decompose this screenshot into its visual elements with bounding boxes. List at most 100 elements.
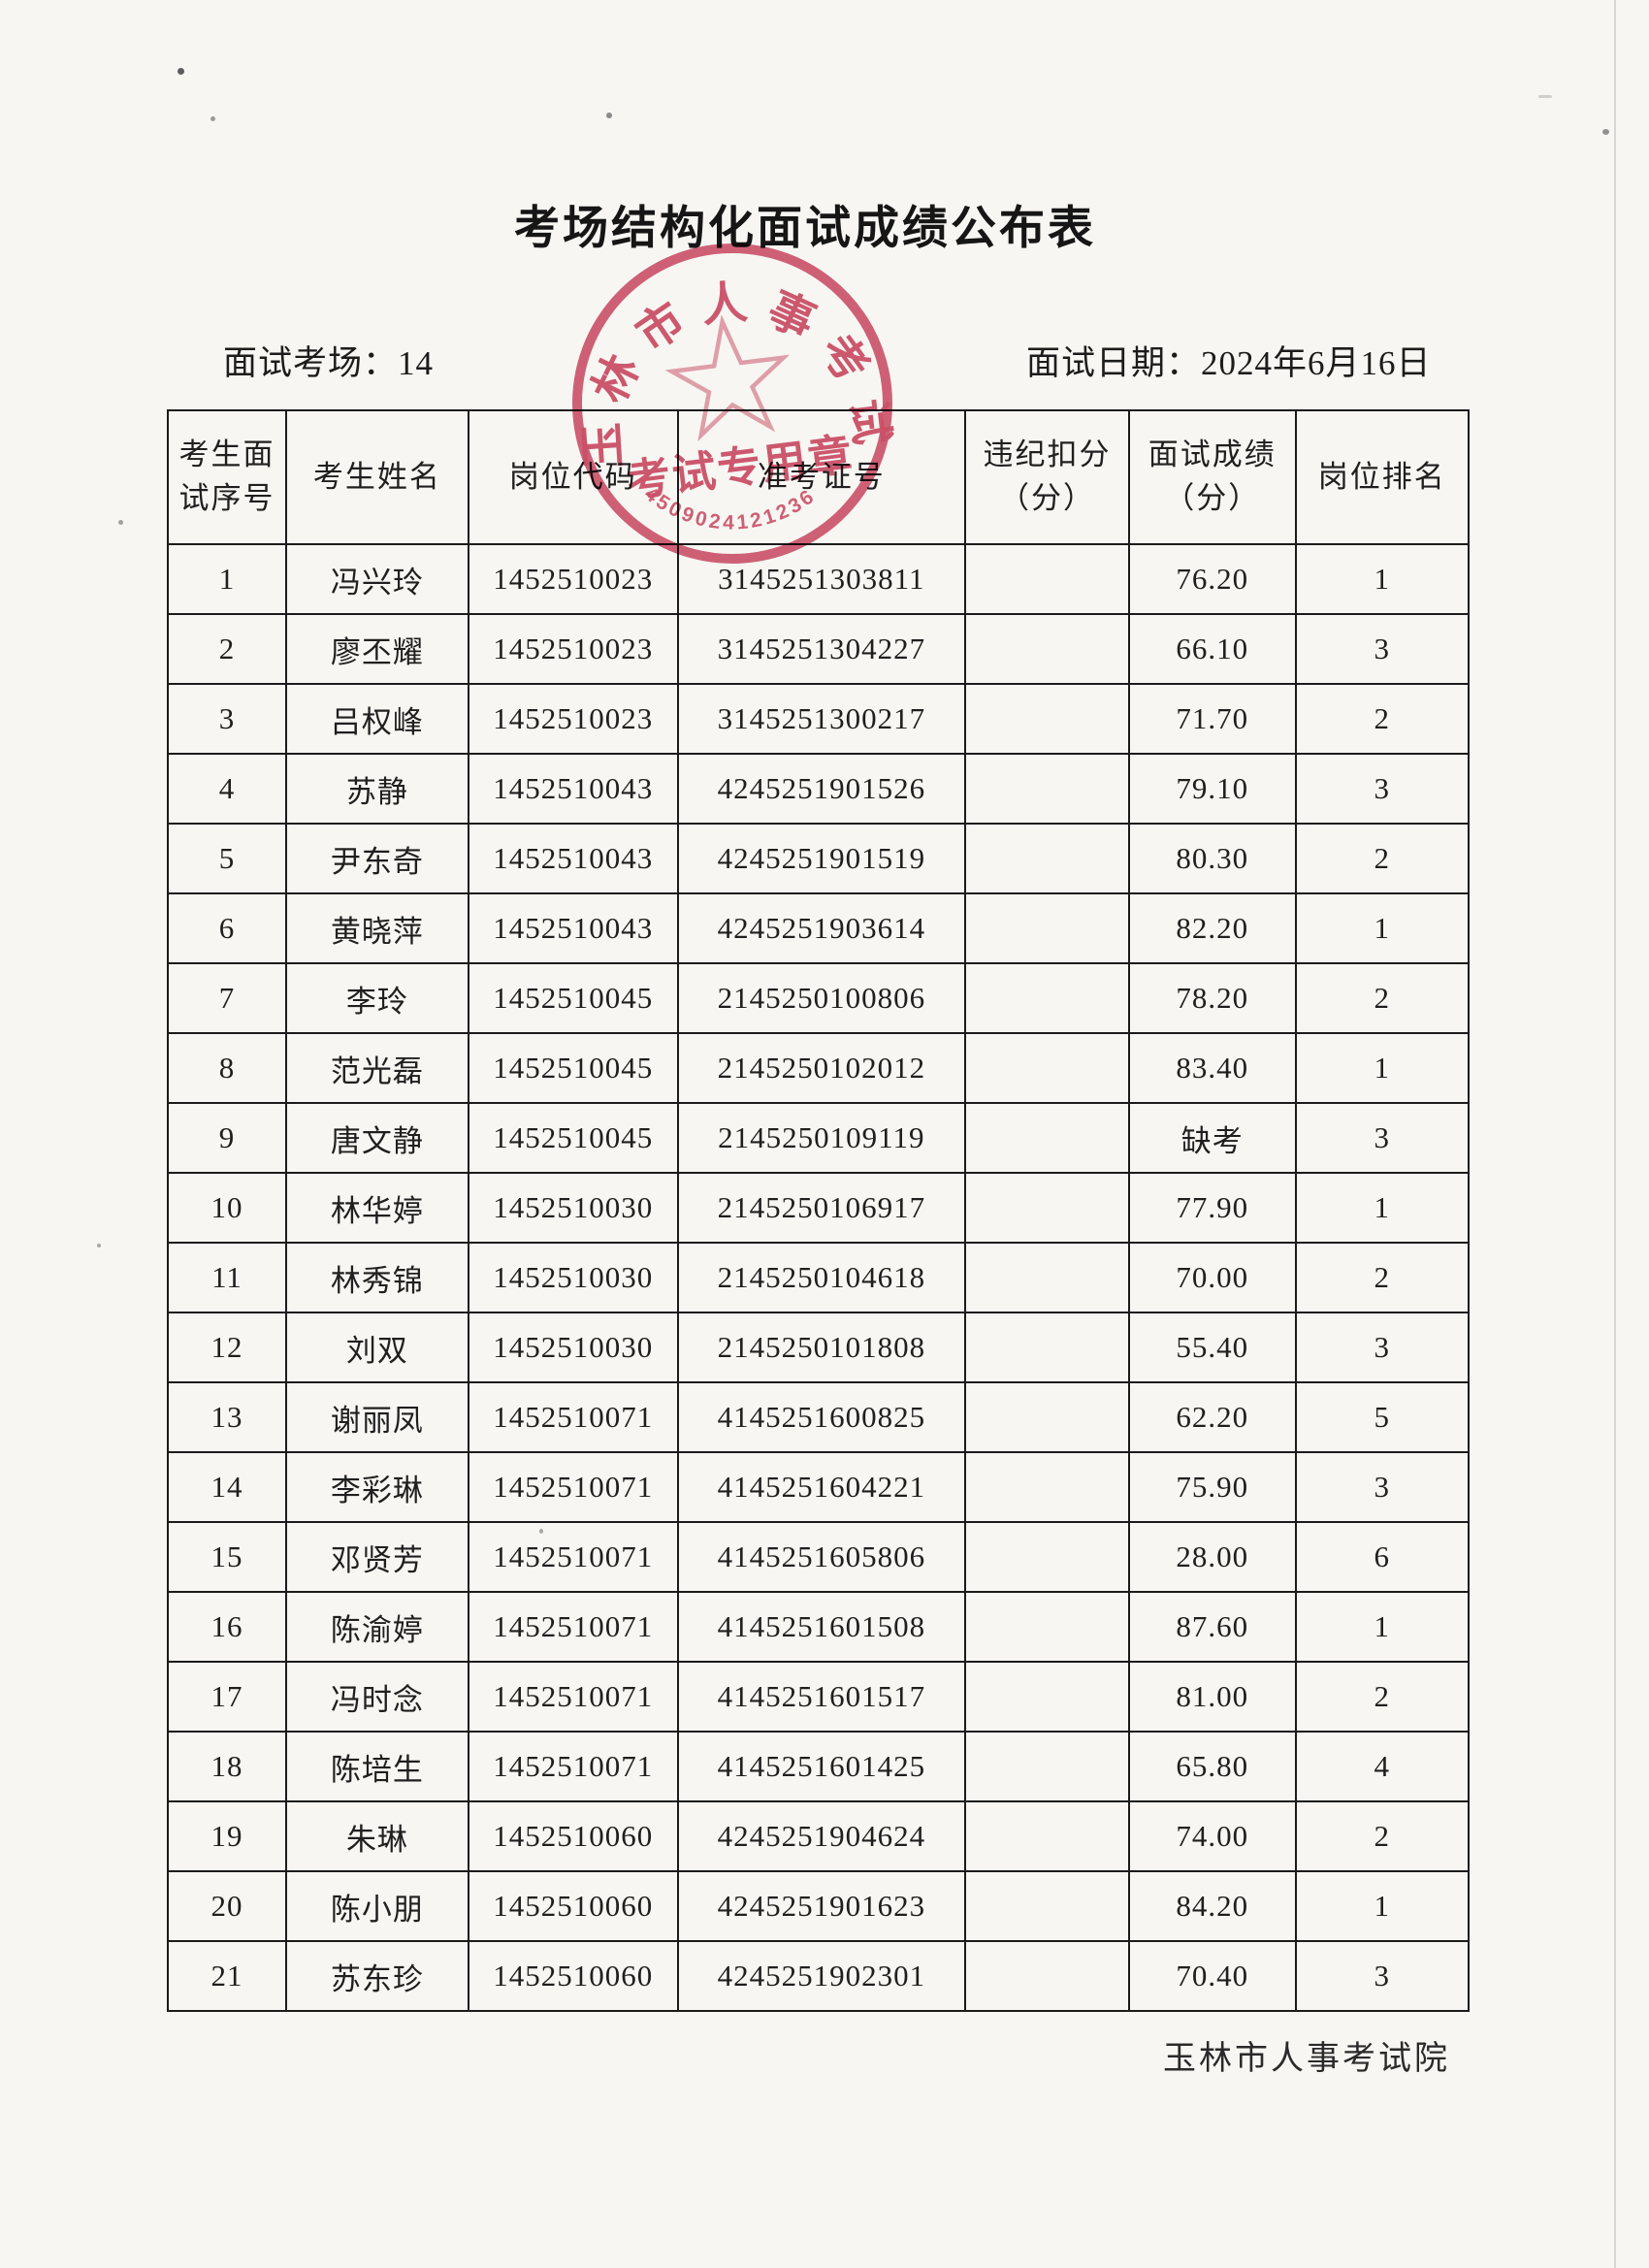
scanner-edge-line <box>1614 0 1616 2268</box>
column-header: 岗位排名 <box>1294 409 1471 545</box>
table-cell: 4145251605806 <box>676 1521 967 1593</box>
table-cell: 65.80 <box>1127 1731 1297 1802</box>
table-cell <box>964 1102 1130 1174</box>
table-row: 17 冯时念 1452510071 4145251601517 81.00 2 <box>166 1661 1471 1733</box>
table-cell: 1452510071 <box>467 1381 679 1453</box>
table-cell: 4245251901519 <box>676 823 967 894</box>
table-cell: 2145250109119 <box>676 1102 967 1174</box>
table-cell: 8 <box>166 1032 288 1104</box>
table-cell: 1452510060 <box>467 1940 679 2012</box>
table-cell: 1452510045 <box>467 1032 679 1104</box>
table-header-row: 考生面 试序号 考生姓名 岗位代码 准考证号 违纪扣分 （分） 面试成绩 （分） 岗位排名 <box>166 409 1471 545</box>
table-cell: 6 <box>1294 1521 1471 1593</box>
table-cell: 2 <box>1294 1800 1471 1872</box>
table-row: 6 黄晓萍 1452510043 4245251903614 82.20 1 <box>166 892 1471 964</box>
table-cell: 3 <box>1294 1312 1471 1383</box>
table-cell: 81.00 <box>1127 1661 1297 1733</box>
table-cell: 刘双 <box>285 1312 469 1383</box>
scan-speck <box>97 1244 101 1247</box>
table-cell: 4145251601425 <box>676 1731 967 1802</box>
table-cell: 5 <box>1294 1381 1471 1453</box>
score-table: 考生面 试序号 考生姓名 岗位代码 准考证号 违纪扣分 （分） 面试成绩 （分） 岗位排名 1 冯兴… <box>166 409 1471 2012</box>
table-cell: 21 <box>166 1940 288 2012</box>
table-cell: 冯兴玲 <box>285 543 469 615</box>
table-cell: 12 <box>166 1312 288 1383</box>
table-row: 20 陈小朋 1452510060 4245251901623 84.20 1 <box>166 1870 1471 1942</box>
table-cell <box>964 543 1130 615</box>
table-cell: 2 <box>1294 1242 1471 1313</box>
table-cell: 2145250104618 <box>676 1242 967 1313</box>
table-cell: 2 <box>1294 962 1471 1034</box>
table-row: 13 谢丽凤 1452510071 4145251600825 62.20 5 <box>166 1381 1471 1453</box>
table-cell: 3 <box>166 683 288 755</box>
table-cell: 7 <box>166 962 288 1034</box>
table-cell: 2 <box>1294 1661 1471 1733</box>
table-row: 7 李玲 1452510045 2145250100806 78.20 2 <box>166 962 1471 1034</box>
table-cell: 28.00 <box>1127 1521 1297 1593</box>
table-row: 3 吕权峰 1452510023 3145251300217 71.70 2 <box>166 683 1471 755</box>
table-cell: 4245251903614 <box>676 892 967 964</box>
scan-speck <box>606 113 612 118</box>
table-cell: 唐文静 <box>285 1102 469 1174</box>
table-row: 16 陈渝婷 1452510071 4145251601508 87.60 1 <box>166 1591 1471 1663</box>
issuer-signature: 玉林市人事考试院 <box>1163 2041 1450 2077</box>
table-cell: 1 <box>1294 543 1471 615</box>
table-cell <box>964 1172 1130 1244</box>
column-header: 准考证号 <box>676 409 967 545</box>
table-cell: 1 <box>1294 1870 1471 1942</box>
table-cell: 4145251600825 <box>676 1381 967 1453</box>
table-cell: 李彩琳 <box>285 1451 469 1523</box>
table-cell <box>964 1032 1130 1104</box>
table-row: 14 李彩琳 1452510071 4145251604221 75.90 3 <box>166 1451 1471 1523</box>
table-cell: 1452510071 <box>467 1731 679 1802</box>
table-cell: 陈培生 <box>285 1731 469 1802</box>
table-cell: 苏东珍 <box>285 1940 469 2012</box>
table-row: 10 林华婷 1452510030 2145250106917 77.90 1 <box>166 1172 1471 1244</box>
table-cell <box>964 962 1130 1034</box>
table-cell: 2145250101808 <box>676 1312 967 1383</box>
interview-date-label: 面试日期： <box>1026 344 1202 382</box>
table-cell: 82.20 <box>1127 892 1297 964</box>
table-cell: 1452510060 <box>467 1800 679 1872</box>
table-cell: 1452510071 <box>467 1521 679 1593</box>
table-cell: 14 <box>166 1451 288 1523</box>
table-cell: 20 <box>166 1870 288 1942</box>
table-cell: 16 <box>166 1591 288 1663</box>
table-cell: 83.40 <box>1127 1032 1297 1104</box>
table-cell: 林华婷 <box>285 1172 469 1244</box>
exam-room-field: 面试考场：14 <box>223 336 434 385</box>
column-header: 岗位代码 <box>467 409 679 545</box>
table-cell: 87.60 <box>1127 1591 1297 1663</box>
table-cell: 3 <box>1294 1451 1471 1523</box>
table-header: 考生面 试序号 考生姓名 岗位代码 准考证号 违纪扣分 （分） 面试成绩 （分） 岗位排名 <box>166 409 1471 545</box>
table-cell: 2145250102012 <box>676 1032 967 1104</box>
table-cell: 78.20 <box>1127 962 1297 1034</box>
table-row: 12 刘双 1452510030 2145250101808 55.40 3 <box>166 1312 1471 1383</box>
table-cell: 4145251601508 <box>676 1591 967 1663</box>
table-cell: 2 <box>1294 823 1471 894</box>
table-cell: 10 <box>166 1172 288 1244</box>
table-cell: 1 <box>166 543 288 615</box>
table-cell: 4245251902301 <box>676 1940 967 2012</box>
table-cell <box>964 1242 1130 1313</box>
table-cell <box>964 823 1130 894</box>
table-cell: 5 <box>166 823 288 894</box>
table-cell: 11 <box>166 1242 288 1313</box>
table-row: 9 唐文静 1452510045 2145250109119 缺考 3 <box>166 1102 1471 1174</box>
table-cell: 1452510071 <box>467 1661 679 1733</box>
table-cell: 缺考 <box>1127 1102 1297 1174</box>
exam-room-label: 面试考场： <box>223 344 399 382</box>
table-row: 1 冯兴玲 1452510023 3145251303811 76.20 1 <box>166 543 1471 615</box>
table-cell: 1452510071 <box>467 1451 679 1523</box>
table-cell: 9 <box>166 1102 288 1174</box>
table-cell: 1452510023 <box>467 683 679 755</box>
table-cell: 苏静 <box>285 753 469 825</box>
table-cell: 1452510071 <box>467 1591 679 1663</box>
interview-date-value: 2024年6月16日 <box>1201 344 1432 382</box>
table-cell: 2145250106917 <box>676 1172 967 1244</box>
table-cell: 1452510060 <box>467 1870 679 1942</box>
table-cell: 74.00 <box>1127 1800 1297 1872</box>
table-cell <box>964 1870 1130 1942</box>
scan-speck <box>1602 129 1609 135</box>
